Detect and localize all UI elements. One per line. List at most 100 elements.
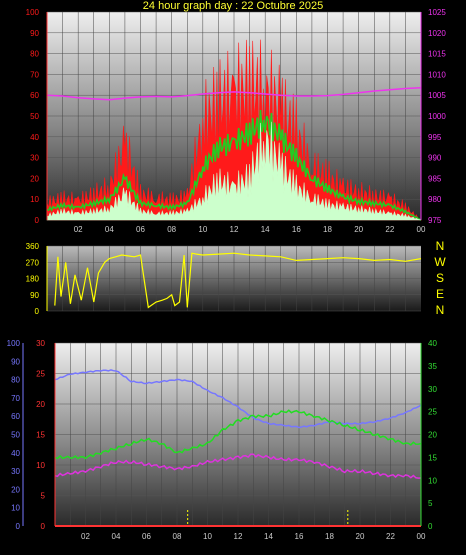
series-pressure [46, 86, 422, 101]
chart-title: 24 hour graph day : 22 Octubre 2025 [142, 0, 324, 12]
humidity-tick-label: 30 [11, 467, 20, 476]
compass-label: W [434, 255, 446, 269]
series-humidity [54, 369, 422, 429]
wind-time-axis: 02 04 06 08 10 12 14 16 18 20 22 00 [74, 225, 426, 234]
direction-axis-ticks: 0 90 180 270 360 [26, 242, 40, 316]
time-label: 00 [417, 225, 426, 234]
time-label: 08 [167, 225, 176, 234]
time-label: 20 [354, 225, 363, 234]
rain-tick-label: 10 [36, 461, 45, 470]
left-tick-label: 40 [30, 133, 39, 142]
right-tick-label: 990 [428, 154, 442, 163]
humidity-tick-label: 70 [11, 394, 20, 403]
left-tick-label: 10 [30, 195, 39, 204]
temperature-tick-label: 20 [428, 431, 437, 440]
time-label: 16 [295, 532, 304, 541]
humidity-tick-label: 80 [11, 376, 20, 385]
direction-tick-label: 180 [26, 275, 40, 284]
time-label: 16 [292, 225, 301, 234]
rain-tick-label: 30 [36, 339, 45, 348]
humidity-tick-label: 50 [11, 431, 20, 440]
rain-tick-label: 0 [41, 522, 46, 531]
direction-tick-label: 270 [26, 258, 40, 267]
temperature-series [54, 369, 422, 527]
time-label: 12 [230, 225, 239, 234]
right-tick-label: 975 [428, 216, 442, 225]
series-min [46, 121, 422, 221]
rain-tick-label: 5 [41, 492, 46, 501]
time-label: 00 [417, 532, 426, 541]
temperature-tick-label: 5 [428, 499, 433, 508]
temperature-tick-label: 15 [428, 453, 437, 462]
temperature-tick-label: 0 [428, 522, 433, 531]
humidity-tick-label: 20 [11, 485, 20, 494]
compass-label: N [436, 303, 445, 317]
humidity-tick-label: 10 [11, 504, 20, 513]
series-gust [46, 39, 422, 221]
left-tick-label: 80 [30, 50, 39, 59]
left-tick-label: 30 [30, 154, 39, 163]
left-tick-label: 90 [30, 29, 39, 38]
temperature-tick-label: 30 [428, 385, 437, 394]
time-label: 06 [142, 532, 151, 541]
right-tick-label: 1000 [428, 112, 446, 121]
time-label: 18 [325, 532, 334, 541]
time-label: 22 [385, 225, 394, 234]
direction-series [54, 252, 422, 309]
rain-tick-label: 15 [36, 431, 45, 440]
time-label: 02 [74, 225, 83, 234]
time-label: 12 [234, 532, 243, 541]
rain-axis-ticks: 0 5 10 15 20 25 30 [36, 339, 45, 531]
direction-tick-label: 0 [35, 307, 40, 316]
series-direction [54, 252, 422, 309]
humidity-tick-label: 90 [11, 357, 20, 366]
left-tick-label: 20 [30, 174, 39, 183]
temperature-axis-ticks: 0 5 10 15 20 25 30 35 40 [428, 339, 437, 531]
left-tick-label: 100 [26, 8, 40, 17]
compass-label: S [436, 271, 444, 285]
time-label: 04 [112, 532, 121, 541]
time-label: 06 [136, 225, 145, 234]
humidity-tick-label: 0 [16, 522, 21, 531]
rain-tick-label: 20 [36, 400, 45, 409]
humidity-tick-label: 100 [7, 339, 21, 348]
temperature-panel: 0 10 20 30 40 50 60 70 80 90 100 0 5 10 15 20 25 30 0 5 10… [7, 339, 438, 541]
time-label: 18 [323, 225, 332, 234]
right-tick-label: 1015 [428, 50, 446, 59]
series-avg [46, 110, 422, 221]
humidity-tick-label: 40 [11, 449, 20, 458]
right-tick-label: 995 [428, 133, 442, 142]
direction-tick-label: 360 [26, 242, 40, 251]
left-tick-label: 60 [30, 91, 39, 100]
right-tick-label: 1005 [428, 91, 446, 100]
humidity-axis-ticks: 0 10 20 30 40 50 60 70 80 90 100 [7, 339, 21, 531]
time-label: 10 [203, 532, 212, 541]
time-label: 14 [264, 532, 273, 541]
compass-label: E [436, 287, 444, 301]
temperature-tick-label: 10 [428, 476, 437, 485]
temperature-tick-label: 25 [428, 408, 437, 417]
wind-series [46, 39, 422, 221]
time-label: 22 [386, 532, 395, 541]
direction-panel-grid [47, 245, 421, 312]
humidity-tick-label: 60 [11, 412, 20, 421]
time-label: 02 [81, 532, 90, 541]
time-label: 14 [261, 225, 270, 234]
right-tick-label: 980 [428, 195, 442, 204]
time-label: 08 [173, 532, 182, 541]
right-tick-label: 1020 [428, 29, 446, 38]
series-dewpoint [54, 453, 422, 479]
time-label: 04 [105, 225, 114, 234]
left-tick-label: 0 [35, 216, 40, 225]
temperature-panel-grid [55, 342, 421, 527]
right-tick-label: 1025 [428, 8, 446, 17]
wind-left-axis-ticks: 0 10 20 30 40 50 60 70 80 90 100 [26, 8, 40, 225]
series-temperature [54, 409, 422, 460]
compass-label: N [436, 239, 445, 253]
right-tick-label: 985 [428, 174, 442, 183]
rain-tick-label: 25 [36, 370, 45, 379]
